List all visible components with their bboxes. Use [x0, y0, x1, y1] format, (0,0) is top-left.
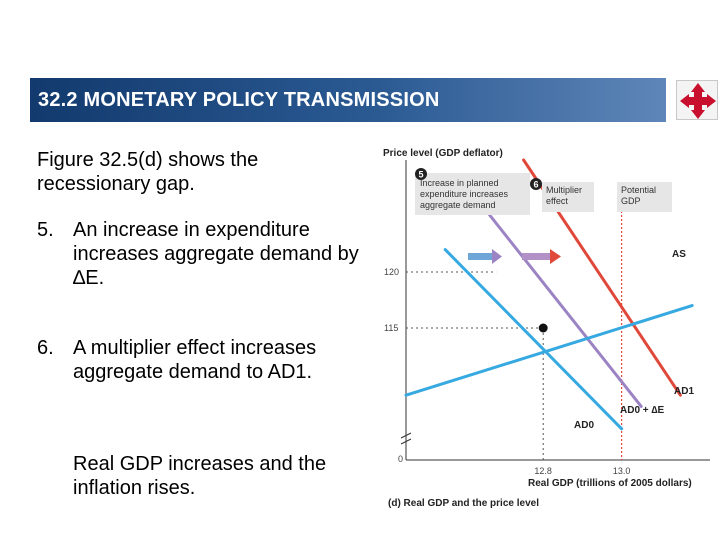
nav-button[interactable] — [676, 80, 718, 120]
callout-box-6 — [542, 182, 594, 212]
ad0-curve — [443, 248, 624, 431]
ad0-plus-delta-e-curve — [471, 192, 643, 408]
chart-svg: Price level (GDP deflator) AS AD0 AD0 + ∆E A… — [383, 148, 710, 509]
marker-6-number: 6 — [533, 180, 538, 190]
ad1-label: AD1 — [674, 386, 694, 397]
callout-text-potential-gdp: GDP — [621, 196, 641, 206]
list-item-number: 6. — [37, 337, 54, 359]
x-tick-label: 12.8 — [534, 466, 552, 476]
x-tick-label: 0 — [398, 454, 403, 464]
intro-text: Figure 32.5(d) shows the recessionary ga… — [37, 149, 259, 195]
ad0-plus-delta-e-label: AD0 + ∆E — [620, 405, 665, 416]
callout-text-6: Multiplier — [546, 185, 582, 195]
ad1-curve — [404, 304, 694, 397]
ad0-label: AD0 — [574, 420, 594, 431]
marker-5-number: 5 — [418, 170, 423, 180]
y-tick-label: 115 — [384, 323, 398, 333]
slide-title: 32.2 MONETARY POLICY TRANSMISSION — [38, 89, 440, 111]
list-item-text: An increase in expenditure increases agg… — [73, 219, 359, 289]
as-label: AS — [672, 249, 686, 260]
shift-arrow-head-1 — [492, 249, 502, 264]
four-way-arrows-icon — [680, 83, 716, 119]
callout-text-5: expenditure increases — [420, 189, 509, 199]
x-tick-label: 13.0 — [613, 466, 631, 476]
outro-text: Real GDP increases and the inflation ris… — [73, 453, 327, 499]
marker-5 — [415, 168, 427, 180]
callout-text-5: Increase in planned — [420, 178, 499, 188]
title-bar: 32.2 MONETARY POLICY TRANSMISSION — [30, 78, 666, 122]
list-item-number: 5. — [37, 219, 54, 241]
callout-text-5: aggregate demand — [420, 200, 496, 210]
chart-caption: (d) Real GDP and the price level — [388, 498, 539, 509]
y-axis-label: Price level (GDP deflator) — [383, 148, 503, 159]
marker-6 — [530, 178, 542, 190]
y-tick-label: 120 — [384, 267, 399, 277]
equilibrium-point — [538, 323, 548, 333]
callout-text-6: effect — [546, 196, 568, 206]
shift-arrow-head-2 — [550, 249, 561, 264]
shift-arrow-shaft-2 — [522, 253, 550, 260]
callout-box-potential-gdp — [617, 182, 672, 212]
callout-box-5 — [415, 173, 530, 215]
list-item-text: A multiplier effect increases aggregate … — [73, 337, 317, 383]
axis-break-mark — [400, 432, 412, 445]
x-axis-label: Real GDP (trillions of 2005 dollars) — [528, 478, 692, 489]
shift-arrow-shaft-1 — [468, 253, 492, 260]
ad-as-chart: Price level (GDP deflator) AS AD0 AD0 + ∆E A… — [380, 140, 720, 520]
callout-text-potential-gdp: Potential — [621, 185, 656, 195]
